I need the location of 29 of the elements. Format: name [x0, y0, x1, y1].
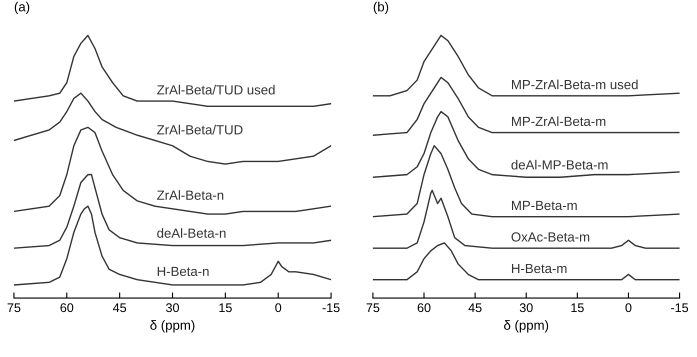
chart-title: (a) [14, 2, 30, 14]
x-tick-label: 45 [112, 303, 126, 312]
x-tick-label: 75 [366, 303, 380, 312]
x-tick-label: 75 [8, 303, 20, 312]
series-label: MP-Beta-m [512, 200, 577, 210]
x-axis-title: δ (ppm) [150, 320, 194, 332]
series-label: deAl-Beta-n [157, 228, 226, 238]
x-tick-label: 60 [418, 303, 430, 312]
series-label: H-Beta-m [512, 264, 566, 274]
chart-title: (b) [374, 2, 388, 14]
series-label: deAl-MP-Beta-m [511, 160, 608, 170]
x-tick-label: 15 [219, 303, 232, 312]
x-tick-label: 30 [166, 303, 179, 312]
series-label: OxAc-Beta-m [512, 232, 590, 242]
x-tick-label: -15 [322, 303, 340, 312]
x-tick-label: -15 [671, 303, 688, 312]
series-label: H-Beta-n [158, 266, 209, 276]
x-tick-label: 0 [625, 303, 632, 312]
series-label: ZrAl-Beta/TUD used [157, 84, 275, 95]
series-label: ZrAl-Beta/TUD [157, 124, 243, 134]
x-tick-label: 0 [275, 303, 282, 312]
series-label: MP-ZrAl-Beta-m used [512, 80, 638, 90]
x-tick-label: 60 [60, 303, 74, 312]
x-tick-label: 15 [571, 303, 584, 312]
series-label: MP-ZrAl-Beta-m [512, 116, 606, 126]
x-tick-label: 30 [520, 303, 533, 312]
x-axis-title: δ (ppm) [504, 320, 548, 332]
series-label: ZrAl-Beta-n [157, 190, 224, 200]
x-tick-label: 45 [468, 303, 482, 312]
